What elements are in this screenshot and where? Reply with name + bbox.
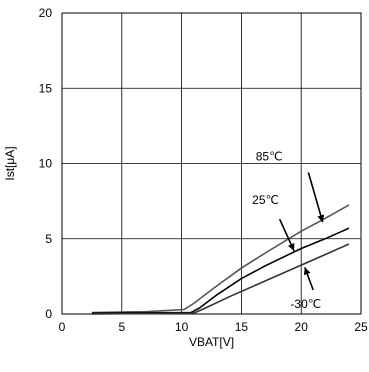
x-tick-label: 5 xyxy=(118,320,125,334)
y-tick-label: 15 xyxy=(39,81,53,95)
series-minus30c-line xyxy=(91,243,350,315)
grid-lines xyxy=(62,13,361,314)
x-tick-label: 0 xyxy=(59,320,66,334)
y-tick-label: 10 xyxy=(39,157,53,171)
annotations-group: 85℃ 25℃ -30℃ xyxy=(252,149,325,311)
annotation-minus30c: -30℃ xyxy=(290,297,321,311)
arrowhead-icon xyxy=(287,242,295,251)
y-axis-label: Ist[μA] xyxy=(3,146,17,180)
x-tick-label: 25 xyxy=(354,320,368,334)
annotation-25c: 25℃ xyxy=(252,193,279,207)
y-tick-label: 20 xyxy=(39,6,53,20)
series-group xyxy=(91,204,350,315)
annotation-85c: 85℃ xyxy=(256,149,283,163)
arrowhead-icon xyxy=(317,214,325,223)
annotation-85c-arrow xyxy=(307,172,324,223)
x-axis-label: VBAT[V] xyxy=(189,335,234,349)
y-tick-labels: 0 5 10 15 20 xyxy=(39,6,53,321)
x-tick-label: 20 xyxy=(295,320,309,334)
plot-frame xyxy=(61,12,362,315)
y-tick-label: 0 xyxy=(45,307,52,321)
series-85c-line xyxy=(91,204,350,314)
y-tick-label: 5 xyxy=(45,232,52,246)
x-tick-label: 10 xyxy=(175,320,189,334)
x-tick-labels: 0 5 10 15 20 25 xyxy=(59,320,368,334)
arrowhead-icon xyxy=(303,267,311,276)
x-tick-label: 15 xyxy=(235,320,249,334)
series-25c-line xyxy=(91,227,350,314)
